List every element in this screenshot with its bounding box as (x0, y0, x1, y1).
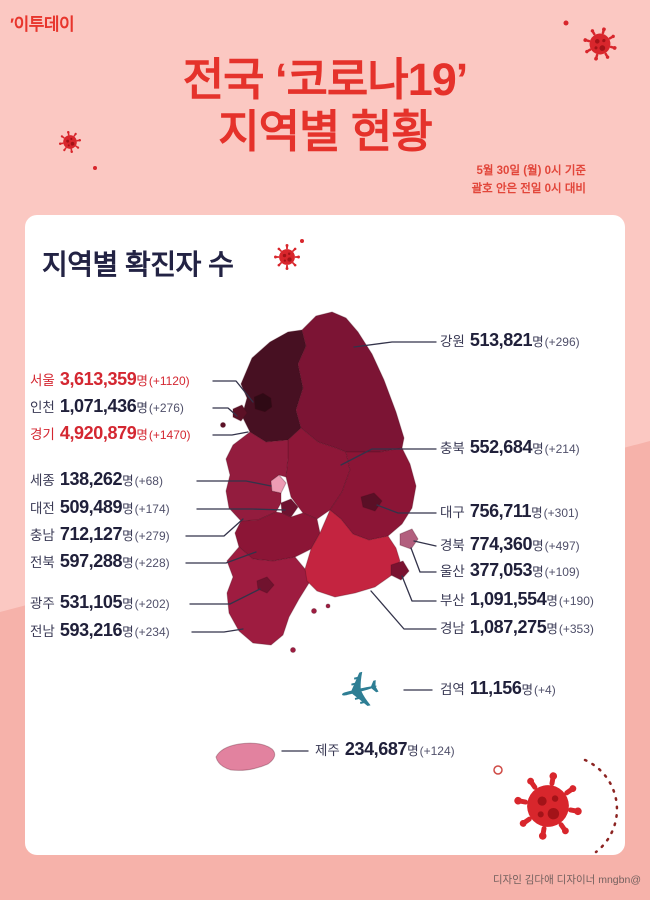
region-label-incheon: 인천 1,071,436명(+276) (30, 396, 184, 416)
etoday-logo: ′이투데이 (10, 15, 75, 34)
region-label-gwangju: 광주 531,105명(+202) (30, 592, 170, 612)
region-label-chungnam: 충남 712,127명(+279) (30, 524, 170, 544)
page-title-line1: 전국 ‘코로나19’ (182, 54, 469, 105)
region-label-gyeongnam: 경남 1,087,275명(+353) (440, 617, 594, 637)
region-label-gyeonggi: 경기 4,920,879명(+1470) (30, 423, 191, 443)
region-label-seoul: 서울 3,613,359명(+1120) (30, 369, 190, 389)
page-title: 전국 ‘코로나19’ 지역별 현황 (0, 54, 650, 158)
date-note-line1: 5월 30일 (월) 0시 기준 (476, 165, 586, 177)
deco-dot (93, 166, 97, 170)
region-label-chungbuk: 충북 552,684명(+214) (440, 437, 580, 457)
region-label-gangwon: 강원 513,821명(+296) (440, 330, 580, 350)
region-label-busan: 부산 1,091,554명(+190) (440, 589, 594, 609)
region-label-daegu: 대구 756,711명(+301) (440, 501, 579, 521)
region-label-ulsan: 울산 377,053명(+109) (440, 560, 580, 580)
date-note-line2: 괄호 안은 전일 0시 대비 (471, 182, 586, 195)
card-heading: 지역별 확진자 수 (42, 249, 234, 280)
region-label-gyeongbuk: 경북 774,360명(+497) (440, 534, 580, 554)
region-label-jeonbuk: 전북 597,288명(+228) (30, 551, 170, 571)
deco-dot (563, 20, 569, 26)
region-label-daejeon: 대전 509,489명(+174) (30, 497, 170, 517)
region-label-sejong: 세종 138,262명(+68) (30, 469, 163, 489)
region-label-quarantine: 검역 11,156명(+4) (440, 678, 556, 698)
page-title-line2: 지역별 현황 (218, 106, 433, 158)
region-label-jeonnam: 전남 593,216명(+234) (30, 620, 170, 640)
designer-credit: 디자인 김다애 디자이너 mngbn@ (492, 874, 641, 886)
date-note: 5월 30일 (월) 0시 기준 괄호 안은 전일 0시 대비 (472, 163, 586, 199)
region-label-jeju: 제주 234,687명(+124) (315, 739, 455, 759)
